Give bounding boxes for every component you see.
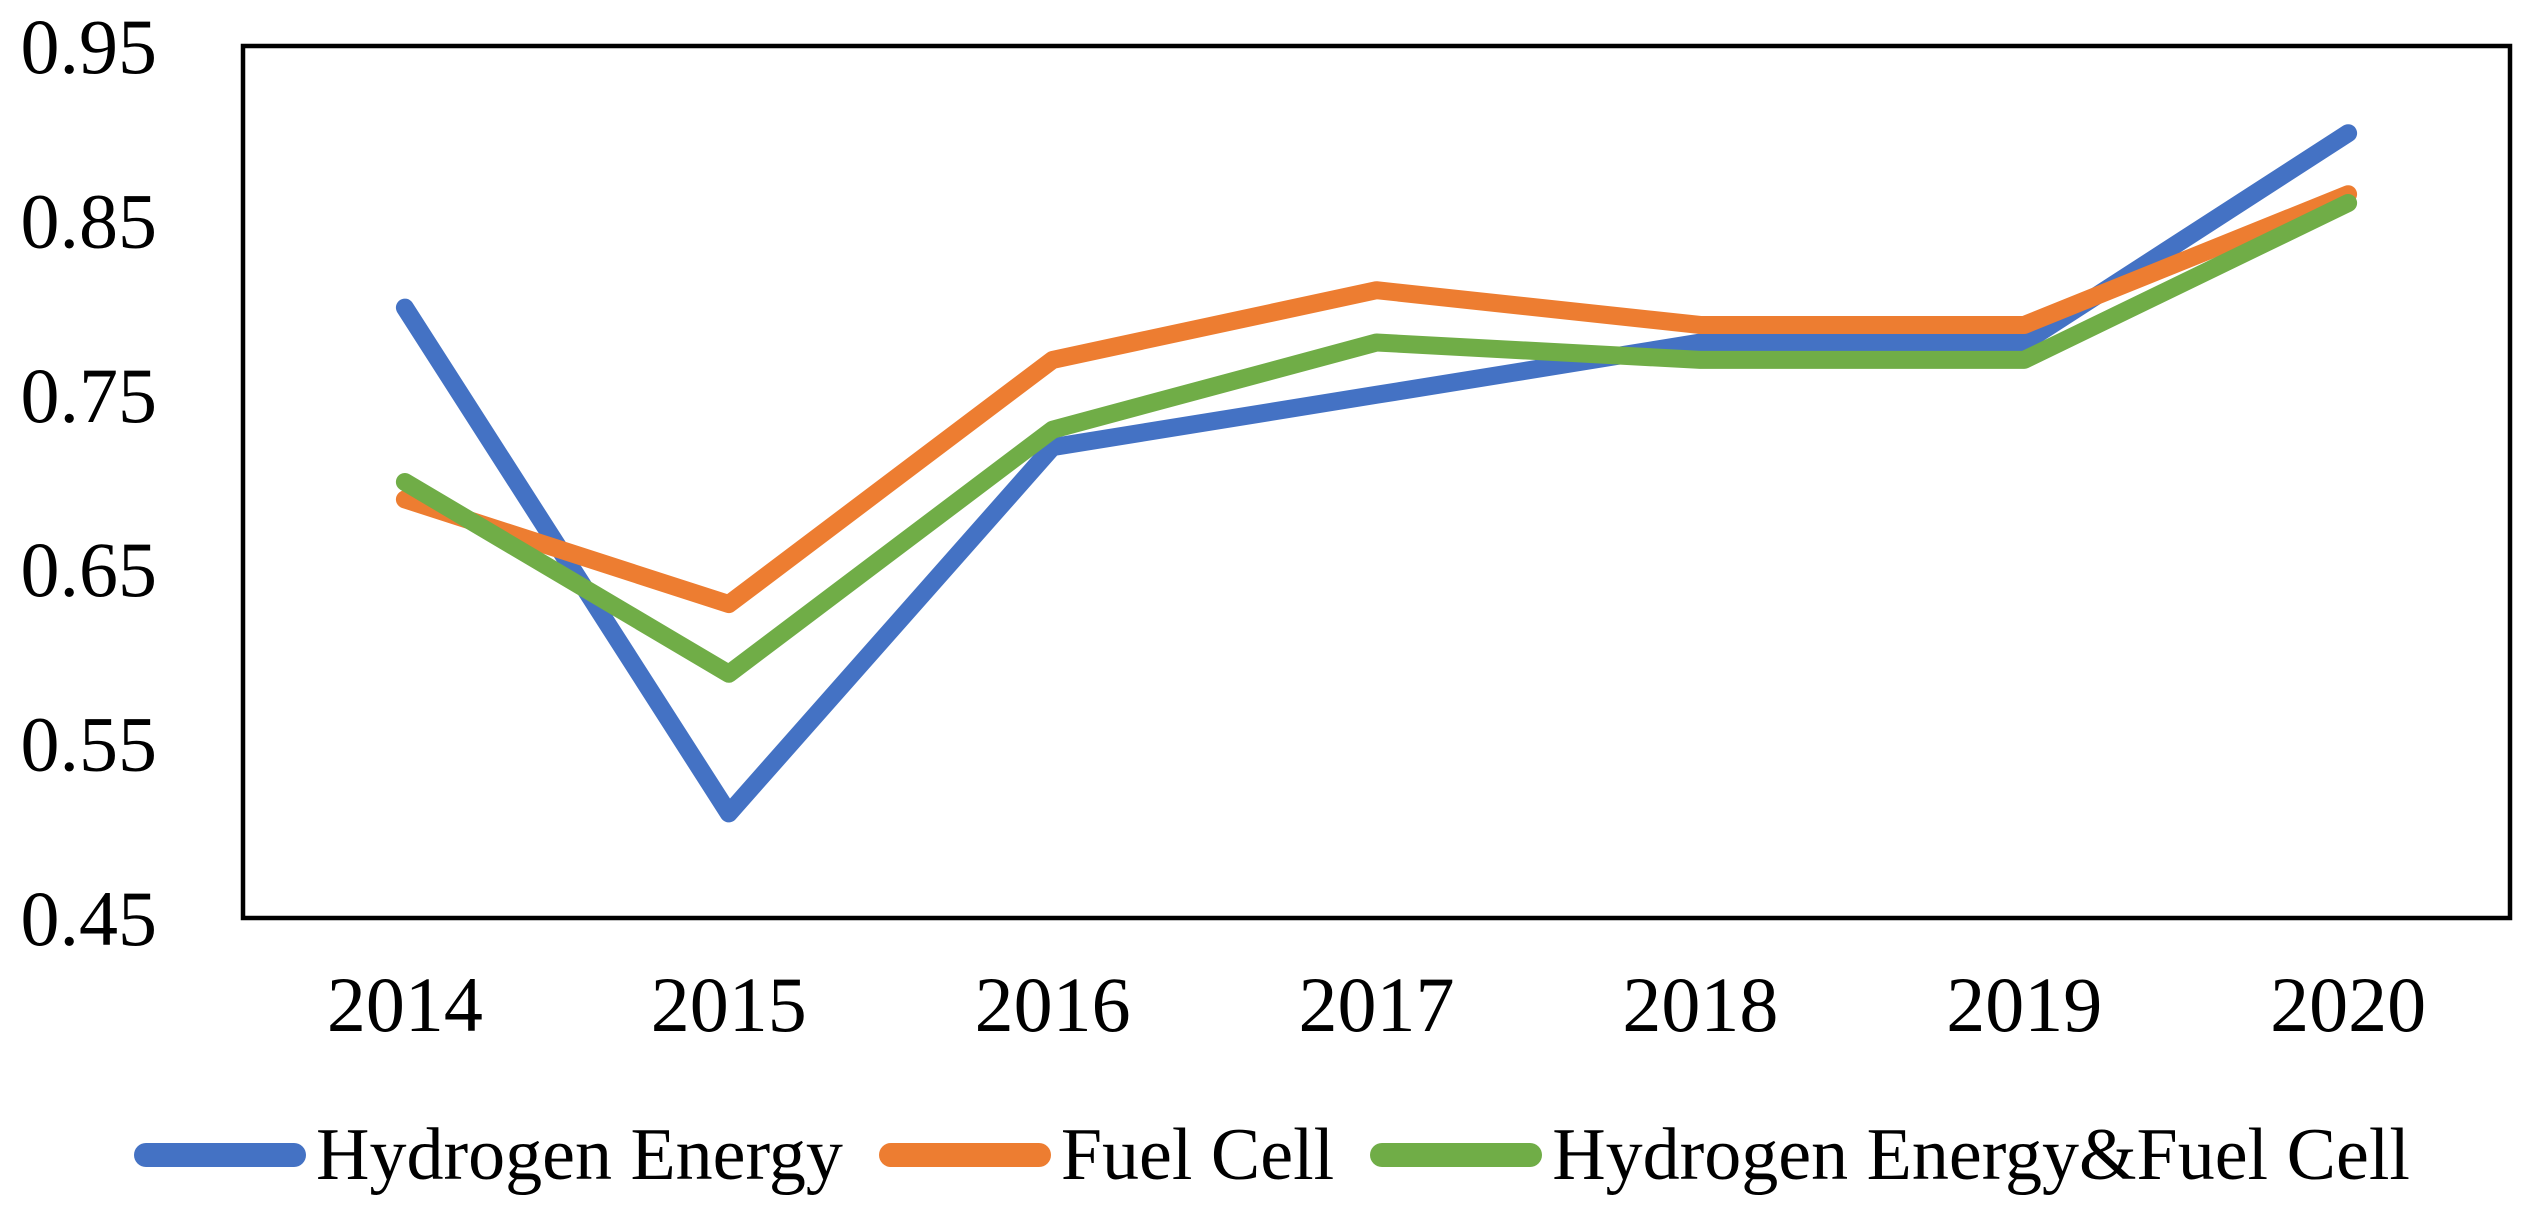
x-axis-tick-label: 2016	[975, 961, 1131, 1048]
legend-item-hydrogen-energy: Hydrogen Energy	[134, 1118, 843, 1192]
x-axis-tick-label: 2015	[651, 961, 807, 1048]
x-axis-tick-label: 2020	[2270, 961, 2426, 1048]
y-axis-tick-label: 0.75	[21, 352, 158, 439]
legend-swatch-hydrogen-energy-and-fuel-cell	[1370, 1143, 1543, 1167]
chart-legend: Hydrogen Energy Fuel Cell Hydrogen Energ…	[0, 1100, 2544, 1210]
y-axis-tick-label: 0.65	[21, 526, 158, 613]
x-axis-tick-label: 2019	[1946, 961, 2102, 1048]
y-axis-tick-label: 0.95	[21, 3, 158, 90]
legend-item-hydrogen-energy-and-fuel-cell: Hydrogen Energy&Fuel Cell	[1370, 1118, 2410, 1192]
legend-item-fuel-cell: Fuel Cell	[878, 1114, 1335, 1196]
series-line-hydrogen-energy	[395, 124, 2358, 823]
legend-label-hydrogen-energy: Hydrogen Energy	[316, 1114, 843, 1196]
x-axis-tick-label: 2018	[1622, 961, 1778, 1048]
series-line-hydrogen-energy-and-fuel-cell	[395, 194, 2358, 683]
y-axis-tick-label: 0.85	[21, 177, 158, 264]
series-line-fuel-cell	[395, 185, 2358, 614]
legend-swatch-hydrogen-energy	[134, 1143, 307, 1167]
plot-border	[240, 43, 2513, 921]
x-axis-tick-label: 2014	[327, 961, 483, 1048]
legend-swatch-fuel-cell	[878, 1143, 1051, 1167]
y-axis-tick-label: 0.45	[21, 875, 158, 962]
y-axis-tick-label: 0.55	[21, 701, 158, 788]
legend-label-fuel-cell: Fuel Cell	[1060, 1114, 1335, 1196]
x-axis-tick-label: 2017	[1299, 961, 1455, 1048]
legend-label-hydrogen-energy-and-fuel-cell: Hydrogen Energy&Fuel Cell	[1552, 1114, 2410, 1196]
